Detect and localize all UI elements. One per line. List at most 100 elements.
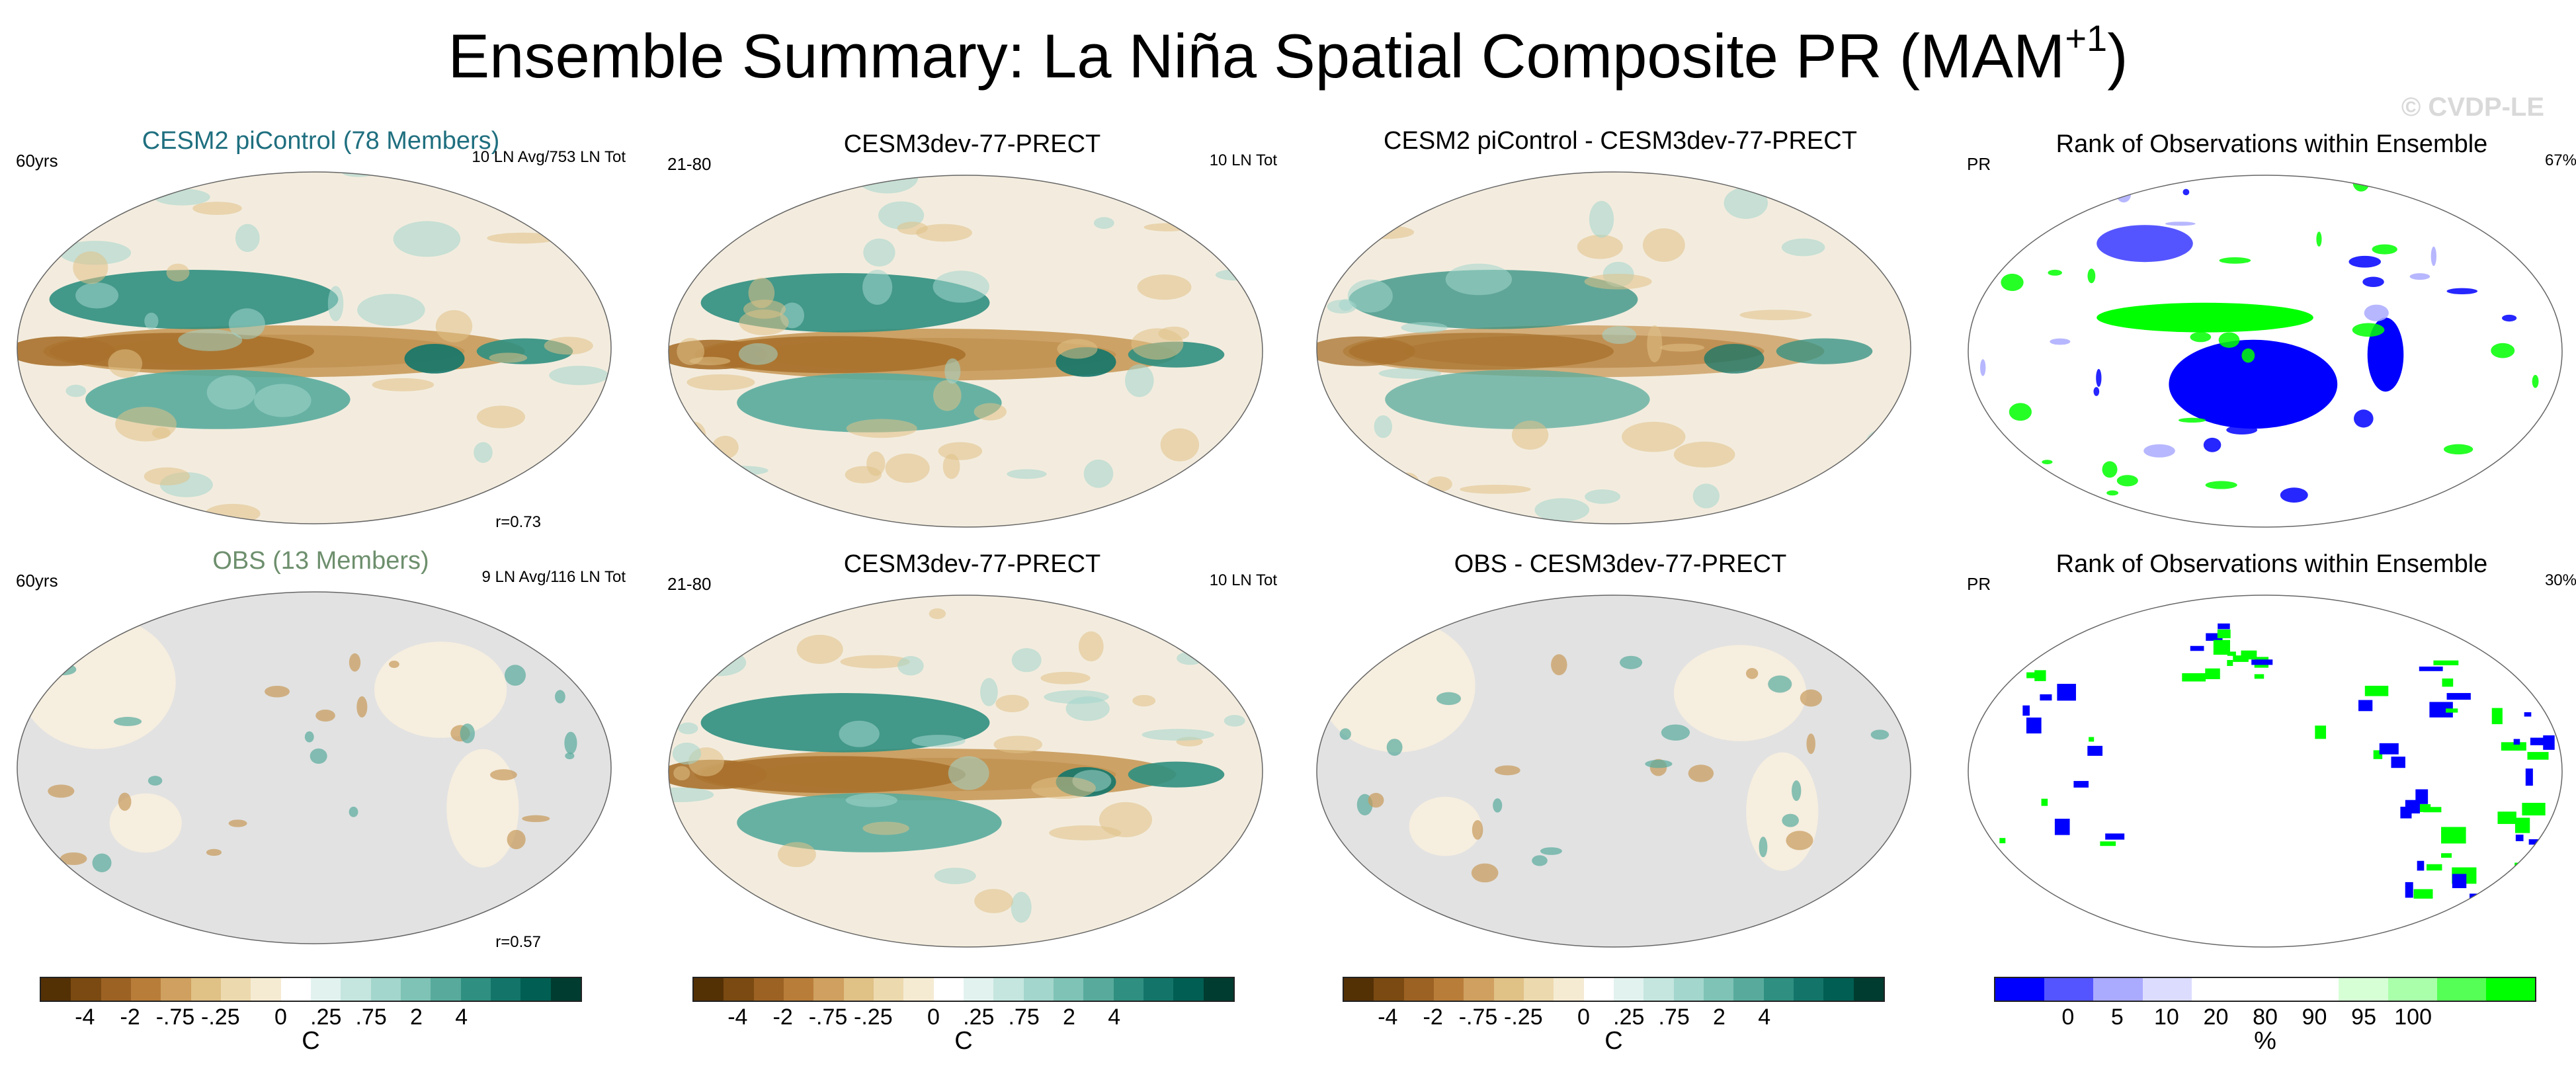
colorbar-tick-label: 10 xyxy=(2153,1005,2179,1030)
anomaly-blob xyxy=(507,829,526,850)
rank-cell xyxy=(2497,811,2516,824)
land-region xyxy=(19,616,176,749)
anomaly-blob xyxy=(980,678,998,706)
anomaly-blob xyxy=(933,380,962,411)
anomaly-blob xyxy=(948,756,989,790)
anomaly-blob xyxy=(1401,322,1448,333)
anomaly-blob xyxy=(1551,654,1567,676)
rank-cell xyxy=(2423,807,2442,813)
anomaly-blob xyxy=(1347,279,1393,313)
variable-label: PR xyxy=(1967,574,1991,594)
rank-cell xyxy=(2525,768,2533,786)
rank-percent-label: 30% xyxy=(2544,571,2576,589)
rank-cell xyxy=(2057,684,2076,701)
anomaly-blob xyxy=(265,685,290,698)
rank-blob xyxy=(2528,459,2561,470)
colorbar-1: -4 -2 -.75 -.25 0 .25 .75 2 4 C xyxy=(40,977,582,1055)
anomaly-blob xyxy=(357,294,425,327)
anomaly-blob xyxy=(206,848,222,856)
rank-cell xyxy=(2452,874,2467,888)
anomaly-blob xyxy=(672,742,702,764)
anomaly-blob xyxy=(1065,696,1110,722)
pattern-correlation-label: r=0.73 xyxy=(495,513,541,531)
colorbar-swatch xyxy=(694,978,724,1001)
anomaly-blob xyxy=(676,595,724,597)
rank-blob xyxy=(2182,188,2190,196)
anomaly-blob xyxy=(166,263,190,282)
anomaly-blob xyxy=(686,374,755,391)
rank-blob xyxy=(2205,481,2237,489)
anomaly-blob xyxy=(929,608,946,620)
rank-blob xyxy=(2145,519,2157,527)
rank-cell xyxy=(2391,757,2405,768)
colorbar-unit: C xyxy=(302,1027,320,1055)
colorbar-swatch xyxy=(993,978,1024,1001)
rank-cell xyxy=(2182,673,2206,682)
anomaly-blob xyxy=(1589,200,1614,238)
rank-cell xyxy=(2446,692,2471,700)
rank-blob xyxy=(2460,481,2481,495)
colorbar-tick-label: .75 xyxy=(1008,1005,1040,1030)
colorbar-swatches xyxy=(40,977,582,1002)
rank-blob xyxy=(2243,317,2261,324)
colorbar-swatch xyxy=(1673,978,1704,1001)
panel-obs: OBS (13 Members) 60yrs 9 LN Avg/116 LN T… xyxy=(13,546,628,956)
colorbar-tick-label: -.25 xyxy=(201,1005,240,1030)
colorbar-swatch xyxy=(2485,978,2536,1001)
colorbar-swatch xyxy=(1083,978,1114,1001)
rank-cell xyxy=(2530,737,2546,745)
colorbar-rank: 0 5 10 20 80 90 95 100 % xyxy=(1994,977,2536,1055)
rank-blob xyxy=(2528,175,2552,193)
colorbar-swatch xyxy=(101,978,131,1001)
anomaly-blob xyxy=(474,442,493,463)
anomaly-blob xyxy=(75,282,119,309)
rank-blob xyxy=(1980,359,1986,376)
anomaly-blob xyxy=(712,435,739,459)
anomaly-blob xyxy=(1739,309,1812,321)
anomaly-blob xyxy=(49,270,339,329)
colorbar-swatch xyxy=(280,978,311,1001)
colorbar-swatch xyxy=(1733,978,1764,1001)
map-outline xyxy=(1968,595,2563,948)
anomaly-blob xyxy=(1584,273,1652,290)
colorbar-ticks: -4 -2 -.75 -.25 0 .25 .75 2 4 xyxy=(692,1002,1235,1030)
anomaly-blob xyxy=(144,312,159,330)
anomaly-blob xyxy=(565,752,575,760)
colorbar-swatches xyxy=(692,977,1235,1002)
colorbar-swatch xyxy=(724,978,754,1001)
anomaly-blob xyxy=(73,251,108,284)
map-plot xyxy=(668,595,1263,948)
anomaly-blob xyxy=(1647,325,1663,362)
anomaly-blob xyxy=(1368,792,1384,808)
map-plot xyxy=(1316,595,1911,948)
anomaly-blob xyxy=(192,201,242,216)
colorbar-2: -4 -2 -.75 -.25 0 .25 .75 2 4 C xyxy=(692,977,1235,1055)
anomaly-blob xyxy=(1049,825,1122,841)
anomaly-blob xyxy=(1692,483,1720,509)
colorbar-tick-label: -4 xyxy=(75,1005,95,1030)
rank-cell xyxy=(2358,700,2373,712)
pattern-correlation-label: r=0.57 xyxy=(495,933,541,951)
colorbar-swatch xyxy=(1403,978,1434,1001)
rank-cell xyxy=(2501,742,2526,751)
rank-cell xyxy=(2073,780,2089,788)
map-plot xyxy=(1968,175,2563,528)
rank-blob xyxy=(2316,231,2322,247)
colorbar-tick-label: 2 xyxy=(1062,1005,1075,1030)
colorbar-tick-label: -4 xyxy=(1378,1005,1398,1030)
anomaly-blob xyxy=(1317,428,1338,458)
anomaly-blob xyxy=(393,221,461,257)
colorbar-swatch xyxy=(1173,978,1204,1001)
colorbar-swatch xyxy=(2436,978,2486,1001)
rank-blob xyxy=(2093,387,2100,396)
rank-cell xyxy=(2218,623,2230,630)
map-plot xyxy=(17,171,612,524)
anomaly-blob xyxy=(1688,764,1714,782)
colorbar-tick-label: -2 xyxy=(120,1005,140,1030)
rank-cell xyxy=(2513,739,2520,745)
colorbar-swatch xyxy=(400,978,431,1001)
rank-blob xyxy=(2050,338,2071,345)
colorbar-tick-label: 2 xyxy=(1712,1005,1725,1030)
rank-blob xyxy=(2446,288,2478,294)
anomaly-blob xyxy=(862,821,909,835)
